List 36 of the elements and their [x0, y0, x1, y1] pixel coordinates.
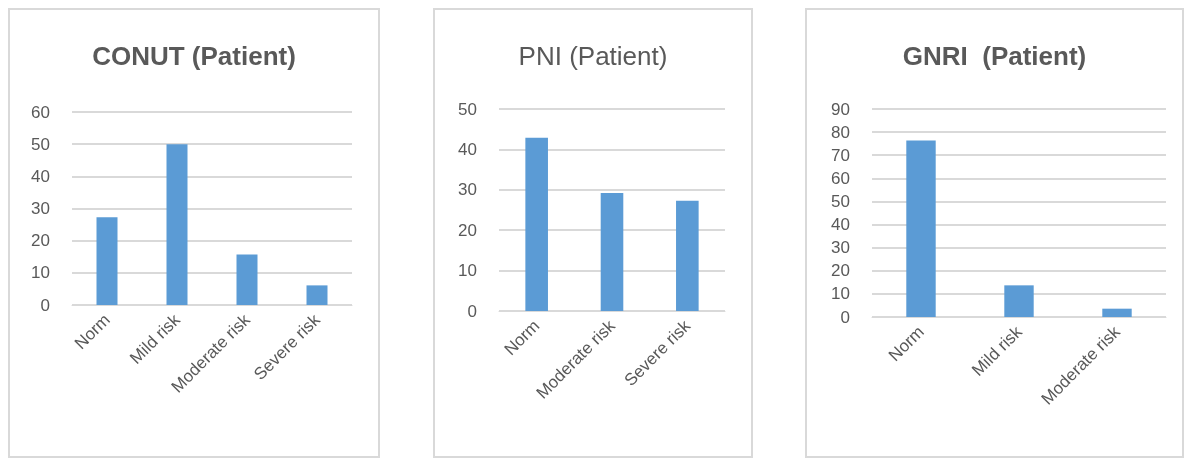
bar [306, 285, 328, 305]
y-tick-label: 0 [840, 307, 850, 327]
y-tick-label: 40 [458, 139, 477, 159]
bar [906, 140, 936, 317]
y-tick-label: 40 [31, 166, 50, 186]
bar [236, 254, 258, 305]
y-tick-label: 0 [467, 301, 477, 321]
chart-title: PNI (Patient) [518, 41, 668, 71]
bar [676, 200, 699, 311]
bar [600, 193, 624, 311]
y-tick-label: 30 [831, 238, 850, 258]
y-tick-label: 50 [458, 99, 477, 119]
y-tick-label: 20 [831, 261, 850, 281]
y-tick-label: 20 [31, 231, 50, 251]
bar [166, 144, 188, 305]
y-tick-label: 90 [831, 99, 850, 119]
bar [525, 137, 548, 311]
y-tick-label: 70 [831, 145, 850, 165]
bar [96, 217, 118, 305]
chart-title: CONUT (Patient) [92, 41, 296, 71]
y-tick-label: 60 [31, 102, 50, 122]
y-tick-label: 80 [831, 122, 850, 142]
y-tick-label: 10 [458, 261, 477, 281]
y-tick-label: 50 [831, 191, 850, 211]
y-tick-label: 30 [458, 180, 477, 200]
y-tick-label: 30 [31, 199, 50, 218]
chart-title: GNRI (Patient) [902, 41, 1087, 71]
y-tick-label: 10 [831, 284, 850, 304]
bar [1004, 285, 1034, 317]
y-tick-label: 20 [458, 220, 477, 240]
y-tick-label: 40 [831, 215, 850, 235]
y-tick-label: 60 [831, 168, 850, 188]
y-tick-label: 10 [31, 263, 50, 283]
bar [1102, 308, 1132, 317]
y-tick-label: 0 [40, 295, 50, 315]
y-tick-label: 50 [31, 134, 50, 154]
